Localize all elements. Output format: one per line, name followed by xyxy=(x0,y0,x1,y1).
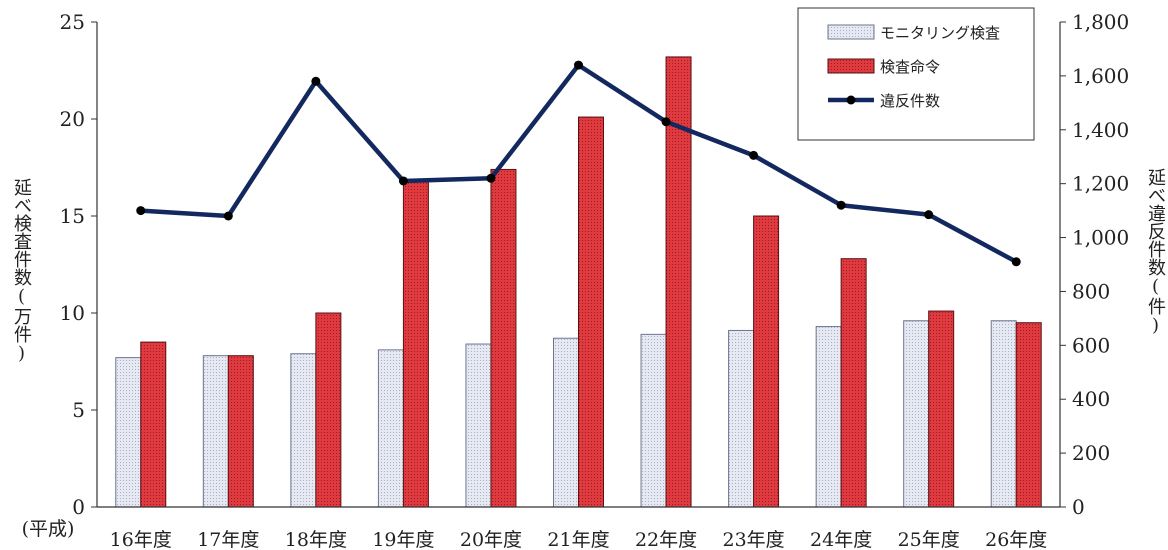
legend-label-2: 違反件数 xyxy=(880,92,940,110)
y-right-tick-label: 200 xyxy=(1072,441,1110,465)
y-right-tick-label: 1,600 xyxy=(1072,64,1129,88)
bar-monitoring-5 xyxy=(553,337,579,508)
bar-order-10 xyxy=(1015,322,1042,508)
legend-swatch-1 xyxy=(827,58,875,74)
point-violations-2 xyxy=(311,76,321,86)
point-violations-1 xyxy=(223,211,233,221)
y-right-tick-label: 600 xyxy=(1072,333,1110,357)
point-violations-10 xyxy=(1011,257,1021,267)
bar-monitoring-3 xyxy=(377,349,404,508)
point-violations-6 xyxy=(661,117,671,127)
bars-layer xyxy=(115,56,1042,508)
legend-swatch-0 xyxy=(827,24,875,40)
y-right-tick-label: 1,200 xyxy=(1072,172,1129,196)
x-tick-label: 18年度 xyxy=(285,529,347,550)
x-tick-label: 23年度 xyxy=(722,529,784,550)
y-left-tick-label: 20 xyxy=(60,107,85,131)
bar-order-2 xyxy=(315,312,342,508)
bar-monitoring-7 xyxy=(728,329,755,508)
y-right-tick-label: 0 xyxy=(1072,495,1085,519)
y-left-tick-label: 25 xyxy=(60,10,85,34)
bar-order-1 xyxy=(227,355,254,508)
bar-order-6 xyxy=(665,56,692,508)
y-right-tick-label: 400 xyxy=(1072,387,1110,411)
y-left-tick-label: 15 xyxy=(60,204,85,228)
point-violations-8 xyxy=(836,200,846,210)
legend-swatch-marker xyxy=(846,95,856,105)
bar-monitoring-6 xyxy=(640,333,667,508)
y-axis-right-label: 延べ違反件数(件) xyxy=(1145,168,1166,336)
line-layer xyxy=(136,60,1021,267)
labels-layer: 0 5 10 15 20 25 0 200 400 600 800 1,000 1,200 1,400 1,… xyxy=(22,10,1130,550)
legend-label-1: 検査命令 xyxy=(880,58,940,76)
x-tick-label: 26年度 xyxy=(985,529,1047,550)
x-tick-label: 17年度 xyxy=(197,529,259,550)
x-tick-label: 25年度 xyxy=(898,529,960,550)
x-tick-label: 20年度 xyxy=(460,529,522,550)
point-violations-5 xyxy=(574,60,583,70)
bar-monitoring-0 xyxy=(115,357,142,508)
bar-order-3 xyxy=(402,180,429,508)
bar-monitoring-2 xyxy=(290,353,317,508)
bar-monitoring-9 xyxy=(903,320,930,508)
point-violations-9 xyxy=(924,210,934,220)
bar-monitoring-1 xyxy=(202,355,229,508)
y-right-tick-label: 800 xyxy=(1072,279,1110,303)
legend-label-0: モニタリング検査 xyxy=(880,24,1000,42)
bar-monitoring-10 xyxy=(990,320,1017,508)
axes-layer xyxy=(91,21,1066,508)
x-tick-label: 21年度 xyxy=(547,529,609,550)
x-prefix-label: (平成) xyxy=(22,518,75,540)
bar-order-0 xyxy=(140,341,167,508)
bar-order-8 xyxy=(840,258,867,508)
y-right-tick-label: 1,800 xyxy=(1072,10,1129,34)
bar-order-9 xyxy=(928,310,955,508)
point-violations-7 xyxy=(749,150,759,160)
x-tick-label: 22年度 xyxy=(635,529,697,550)
y-right-tick-label: 1,400 xyxy=(1072,118,1129,142)
y-right-tick-label: 1,000 xyxy=(1072,226,1129,250)
bar-monitoring-4 xyxy=(465,343,492,508)
y-left-tick-label: 0 xyxy=(72,495,85,519)
x-tick-label: 19年度 xyxy=(372,529,434,550)
x-tick-label: 24年度 xyxy=(810,529,872,550)
x-tick-label: 16年度 xyxy=(110,529,172,550)
bar-order-4 xyxy=(490,168,517,508)
bar-order-7 xyxy=(753,215,780,508)
bar-monitoring-8 xyxy=(815,326,842,508)
y-axis-left-label: 延べ検査件数(万件) xyxy=(11,178,32,364)
bar-order-5 xyxy=(578,116,604,508)
y-left-tick-label: 5 xyxy=(72,398,85,422)
point-violations-4 xyxy=(486,173,496,183)
point-violations-0 xyxy=(136,206,146,216)
y-left-tick-label: 10 xyxy=(60,301,85,325)
point-violations-3 xyxy=(398,176,408,186)
